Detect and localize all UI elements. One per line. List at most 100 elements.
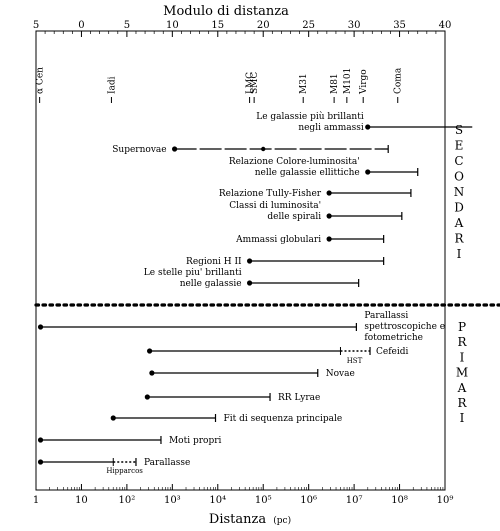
range-start-dot — [144, 394, 150, 400]
category-letter: N — [454, 185, 465, 199]
top-axis-ticks: 5 0 5 10 15 20 25 30 35 40 — [33, 20, 452, 37]
category-letter: A — [457, 381, 467, 395]
plot-frame — [35, 30, 446, 491]
bottom-tick-label: 10⁴ — [209, 495, 226, 506]
object-marker: Coma — [394, 67, 404, 103]
range-start-dot — [326, 213, 332, 219]
object-marker: M81 — [330, 73, 340, 103]
bottom-tick-label: 10⁷ — [346, 495, 363, 506]
method-label: Novae — [326, 369, 355, 379]
object-label: Virgo — [359, 69, 369, 95]
top-tick-label: 30 — [348, 20, 361, 31]
top-tick-label: 5 — [124, 20, 130, 31]
category-letter: R — [454, 232, 464, 246]
category-letter: P — [458, 320, 466, 334]
object-marker: Iadi — [107, 76, 117, 103]
method-label: Relazione Colore-luminosita' nelle galass… — [229, 157, 360, 178]
range-start-dot — [147, 348, 153, 354]
category-letter: R — [457, 335, 467, 349]
method-range: RR Lyrae — [144, 393, 320, 403]
range-start-dot — [37, 459, 44, 465]
method-label: Relazione Tully-Fisher — [219, 189, 322, 199]
method-range: Cefeidi HST — [147, 347, 409, 365]
method-range: Supernovae — [112, 145, 389, 155]
method-range: Le galassie più brillanti negli ammassi — [256, 111, 473, 133]
method-label: RR Lyrae — [278, 393, 320, 403]
category-letter: C — [454, 154, 463, 168]
category-letter: D — [454, 201, 464, 215]
category-letter: I — [460, 350, 465, 364]
range-start-dot — [37, 324, 44, 330]
method-range: Ammassi globulari — [235, 235, 385, 245]
object-marker: Virgo — [359, 69, 369, 103]
category-letter: I — [460, 411, 465, 425]
method-ranges: Le galassie più brillanti negli ammassi Su… — [37, 111, 473, 475]
method-range: Fit di sequenza principale — [110, 414, 343, 424]
top-tick-label: 15 — [211, 20, 224, 31]
range-start-dot — [326, 190, 332, 196]
method-label: Parallasse — [144, 458, 190, 468]
bottom-tick-label: 10 — [75, 495, 88, 506]
bottom-tick-label: 10² — [119, 495, 136, 506]
range-start-dot — [37, 437, 44, 443]
top-tick-label: 0 — [78, 20, 84, 31]
top-tick-label: 10 — [166, 20, 179, 31]
method-label: Moti propri — [169, 436, 222, 446]
bottom-tick-label: 1 — [33, 495, 39, 506]
category-letter: S — [455, 123, 463, 137]
object-label: Iadi — [107, 76, 117, 94]
object-label: Coma — [394, 67, 404, 94]
top-tick-label: 40 — [439, 20, 452, 31]
method-range: Parallassi spettroscopiche e fotometriche — [37, 311, 445, 343]
bottom-tick-label: 10⁹ — [437, 495, 454, 506]
bottom-tick-label: 10⁵ — [255, 495, 272, 506]
method-label: Parallassi spettroscopiche e fotometriche — [364, 311, 445, 343]
top-tick-label: 20 — [257, 20, 270, 31]
object-label: M81 — [330, 73, 340, 94]
object-label: M31 — [299, 73, 309, 94]
range-start-dot — [110, 415, 116, 421]
method-label: Classi di luminosita' delle spirali — [229, 201, 321, 222]
range-start-dot — [149, 370, 155, 376]
object-marker: SMC — [250, 72, 260, 103]
method-label: Le stelle piu' brillanti nelle galassie — [144, 268, 242, 289]
category-letter: E — [455, 139, 464, 153]
method-range: Classi di luminosita' delle spirali — [229, 201, 403, 222]
method-label: Fit di sequenza principale — [224, 414, 343, 424]
method-label: Supernovae — [112, 145, 166, 155]
top-tick-label: 35 — [393, 20, 406, 31]
range-start-dot — [172, 146, 178, 152]
bottom-tick-label: 10⁶ — [300, 495, 317, 506]
range-start-dot — [365, 169, 371, 175]
bottom-axis-title: Distanza (pc) — [209, 512, 291, 527]
bottom-tick-label: 10⁸ — [391, 495, 408, 506]
range-start-dot — [326, 236, 332, 242]
method-label: Cefeidi — [376, 347, 409, 357]
range-start-dot — [246, 280, 253, 286]
object-marker: M31 — [299, 73, 309, 103]
range-start-dot — [365, 124, 371, 130]
category-letter: O — [454, 170, 464, 184]
object-label: α Cen — [36, 67, 46, 94]
object-marker: LMC — [246, 72, 256, 103]
object-label: LMC — [246, 72, 256, 94]
bottom-tick-label: 10³ — [164, 495, 181, 506]
method-range: Moti propri — [37, 436, 222, 446]
category-letter: I — [457, 247, 462, 261]
method-range: Relazione Colore-luminosita' nelle galass… — [229, 157, 419, 178]
range-mid-dot — [261, 146, 266, 152]
method-note: HST — [347, 357, 363, 365]
object-label: M101 — [343, 68, 353, 94]
object-marker: α Cen — [36, 67, 46, 103]
category-letter: R — [457, 396, 467, 410]
object-marker: M101 — [343, 68, 353, 103]
method-label: Ammassi globulari — [235, 235, 321, 245]
top-tick-label: 25 — [302, 20, 315, 31]
bottom-axis-ticks: 1 10 10² 10³ 10⁴ 10⁵ 10⁶ 10⁷ 10⁸ 10⁹ — [33, 484, 454, 506]
method-range: Novae — [149, 369, 355, 379]
